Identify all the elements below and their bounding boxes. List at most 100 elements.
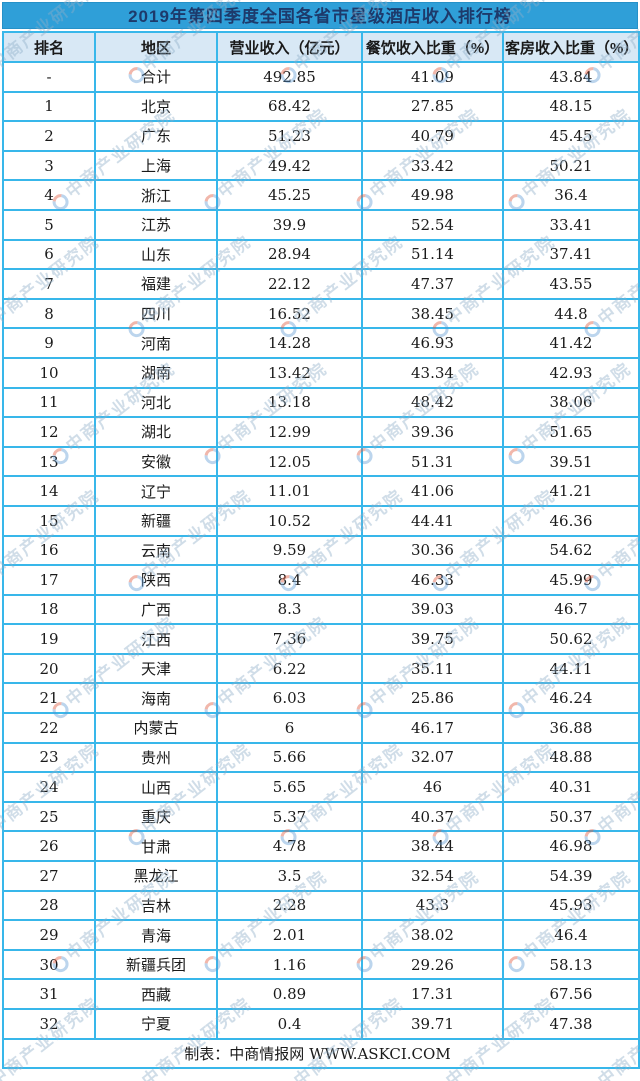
table-row: 6 山东 28.94 51.14 37.41 [2, 238, 640, 271]
region-cell: 浙江 [94, 179, 218, 211]
table-row: 17 陕西 8.4 46.33 45.99 [2, 564, 640, 596]
table-row: 30 新疆兵团 1.16 29.26 58.13 [2, 948, 640, 981]
table-row: 10 湖南 13.42 43.34 42.93 [2, 356, 640, 389]
rank-cell: 28 [2, 889, 96, 922]
rank-cell: 6 [2, 238, 96, 271]
region-cell: 福建 [94, 268, 218, 300]
rank-cell: 17 [2, 564, 96, 596]
region-cell: 西藏 [94, 978, 218, 1010]
rank-cell: 11 [2, 386, 96, 419]
room_share-cell: 54.62 [502, 534, 640, 567]
fb_share-cell: 38.02 [361, 919, 504, 951]
rank-cell: 32 [2, 1008, 96, 1040]
revenue-cell: 12.99 [216, 416, 363, 448]
region-cell: 甘肃 [94, 830, 218, 863]
revenue-cell: 6.22 [216, 652, 363, 685]
region-cell: 江西 [94, 623, 218, 655]
rank-cell: - [2, 61, 96, 93]
fb_share-cell: 30.36 [361, 534, 504, 567]
room_share-cell: 43.55 [502, 268, 640, 300]
column-header-rank: 排名 [2, 31, 96, 63]
region-cell: 新疆兵团 [94, 948, 218, 981]
room_share-cell: 46.98 [502, 830, 640, 863]
fb_share-cell: 32.54 [361, 860, 504, 892]
region-cell: 北京 [94, 90, 218, 123]
rank-cell: 13 [2, 445, 96, 478]
table-row: 16 云南 9.59 30.36 54.62 [2, 534, 640, 567]
region-cell: 重庆 [94, 800, 218, 833]
rank-cell: 31 [2, 978, 96, 1010]
rank-cell: 20 [2, 652, 96, 685]
revenue-cell: 6 [216, 712, 363, 744]
fb_share-cell: 33.42 [361, 149, 504, 182]
room_share-cell: 42.93 [502, 356, 640, 389]
region-cell: 上海 [94, 149, 218, 182]
rank-cell: 26 [2, 830, 96, 863]
table-row: 15 新疆 10.52 44.41 46.36 [2, 504, 640, 537]
room_share-cell: 46.4 [502, 919, 640, 951]
header-row: 排名 地区 营业收入（亿元） 餐饮收入比重（%） 客房收入比重（%） [2, 31, 640, 63]
revenue-cell: 7.36 [216, 623, 363, 655]
room_share-cell: 36.4 [502, 179, 640, 211]
fb_share-cell: 25.86 [361, 682, 504, 715]
table-row: 20 天津 6.22 35.11 44.11 [2, 652, 640, 685]
region-cell: 宁夏 [94, 1008, 218, 1040]
rank-cell: 14 [2, 475, 96, 507]
table-row: 22 内蒙古 6 46.17 36.88 [2, 712, 640, 744]
revenue-cell: 10.52 [216, 504, 363, 537]
revenue-cell: 4.78 [216, 830, 363, 863]
revenue-cell: 2.01 [216, 919, 363, 951]
fb_share-cell: 38.45 [361, 297, 504, 330]
rank-cell: 22 [2, 712, 96, 744]
region-cell: 河南 [94, 327, 218, 359]
rank-cell: 12 [2, 416, 96, 448]
rank-cell: 24 [2, 771, 96, 803]
ranking-table: 排名 地区 营业收入（亿元） 餐饮收入比重（%） 客房收入比重（%） - 合计 492.85… [2, 31, 640, 1070]
revenue-cell: 68.42 [216, 90, 363, 123]
revenue-cell: 39.9 [216, 208, 363, 241]
room_share-cell: 50.21 [502, 149, 640, 182]
revenue-cell: 5.37 [216, 800, 363, 833]
region-cell: 山西 [94, 771, 218, 803]
revenue-cell: 8.4 [216, 564, 363, 596]
region-cell: 广东 [94, 120, 218, 152]
table-row: 7 福建 22.12 47.37 43.55 [2, 268, 640, 300]
room_share-cell: 48.88 [502, 741, 640, 774]
rank-cell: 30 [2, 948, 96, 981]
fb_share-cell: 41.09 [361, 61, 504, 93]
room_share-cell: 36.88 [502, 712, 640, 744]
rank-cell: 1 [2, 90, 96, 123]
room_share-cell: 41.21 [502, 475, 640, 507]
column-header-room_share: 客房收入比重（%） [502, 31, 640, 63]
fb_share-cell: 39.03 [361, 593, 504, 626]
fb_share-cell: 51.14 [361, 238, 504, 271]
room_share-cell: 39.51 [502, 445, 640, 478]
table-row: 5 江苏 39.9 52.54 33.41 [2, 208, 640, 241]
region-cell: 四川 [94, 297, 218, 330]
fb_share-cell: 46 [361, 771, 504, 803]
room_share-cell: 45.99 [502, 564, 640, 596]
column-header-region: 地区 [94, 31, 218, 63]
rank-cell: 21 [2, 682, 96, 715]
revenue-cell: 9.59 [216, 534, 363, 567]
revenue-cell: 5.66 [216, 741, 363, 774]
table-row: 32 宁夏 0.4 39.71 47.38 [2, 1008, 640, 1040]
revenue-cell: 5.65 [216, 771, 363, 803]
table-row: 3 上海 49.42 33.42 50.21 [2, 149, 640, 182]
room_share-cell: 67.56 [502, 978, 640, 1010]
rank-cell: 29 [2, 919, 96, 951]
region-cell: 湖南 [94, 356, 218, 389]
rank-cell: 16 [2, 534, 96, 567]
table-row: 18 广西 8.3 39.03 46.7 [2, 593, 640, 626]
table-row: 2 广东 51.23 40.79 45.45 [2, 120, 640, 152]
revenue-cell: 45.25 [216, 179, 363, 211]
column-header-fb_share: 餐饮收入比重（%） [361, 31, 504, 63]
rank-cell: 19 [2, 623, 96, 655]
fb_share-cell: 17.31 [361, 978, 504, 1010]
fb_share-cell: 51.31 [361, 445, 504, 478]
fb_share-cell: 29.26 [361, 948, 504, 981]
region-cell: 广西 [94, 593, 218, 626]
region-cell: 山东 [94, 238, 218, 271]
room_share-cell: 58.13 [502, 948, 640, 981]
room_share-cell: 46.36 [502, 504, 640, 537]
